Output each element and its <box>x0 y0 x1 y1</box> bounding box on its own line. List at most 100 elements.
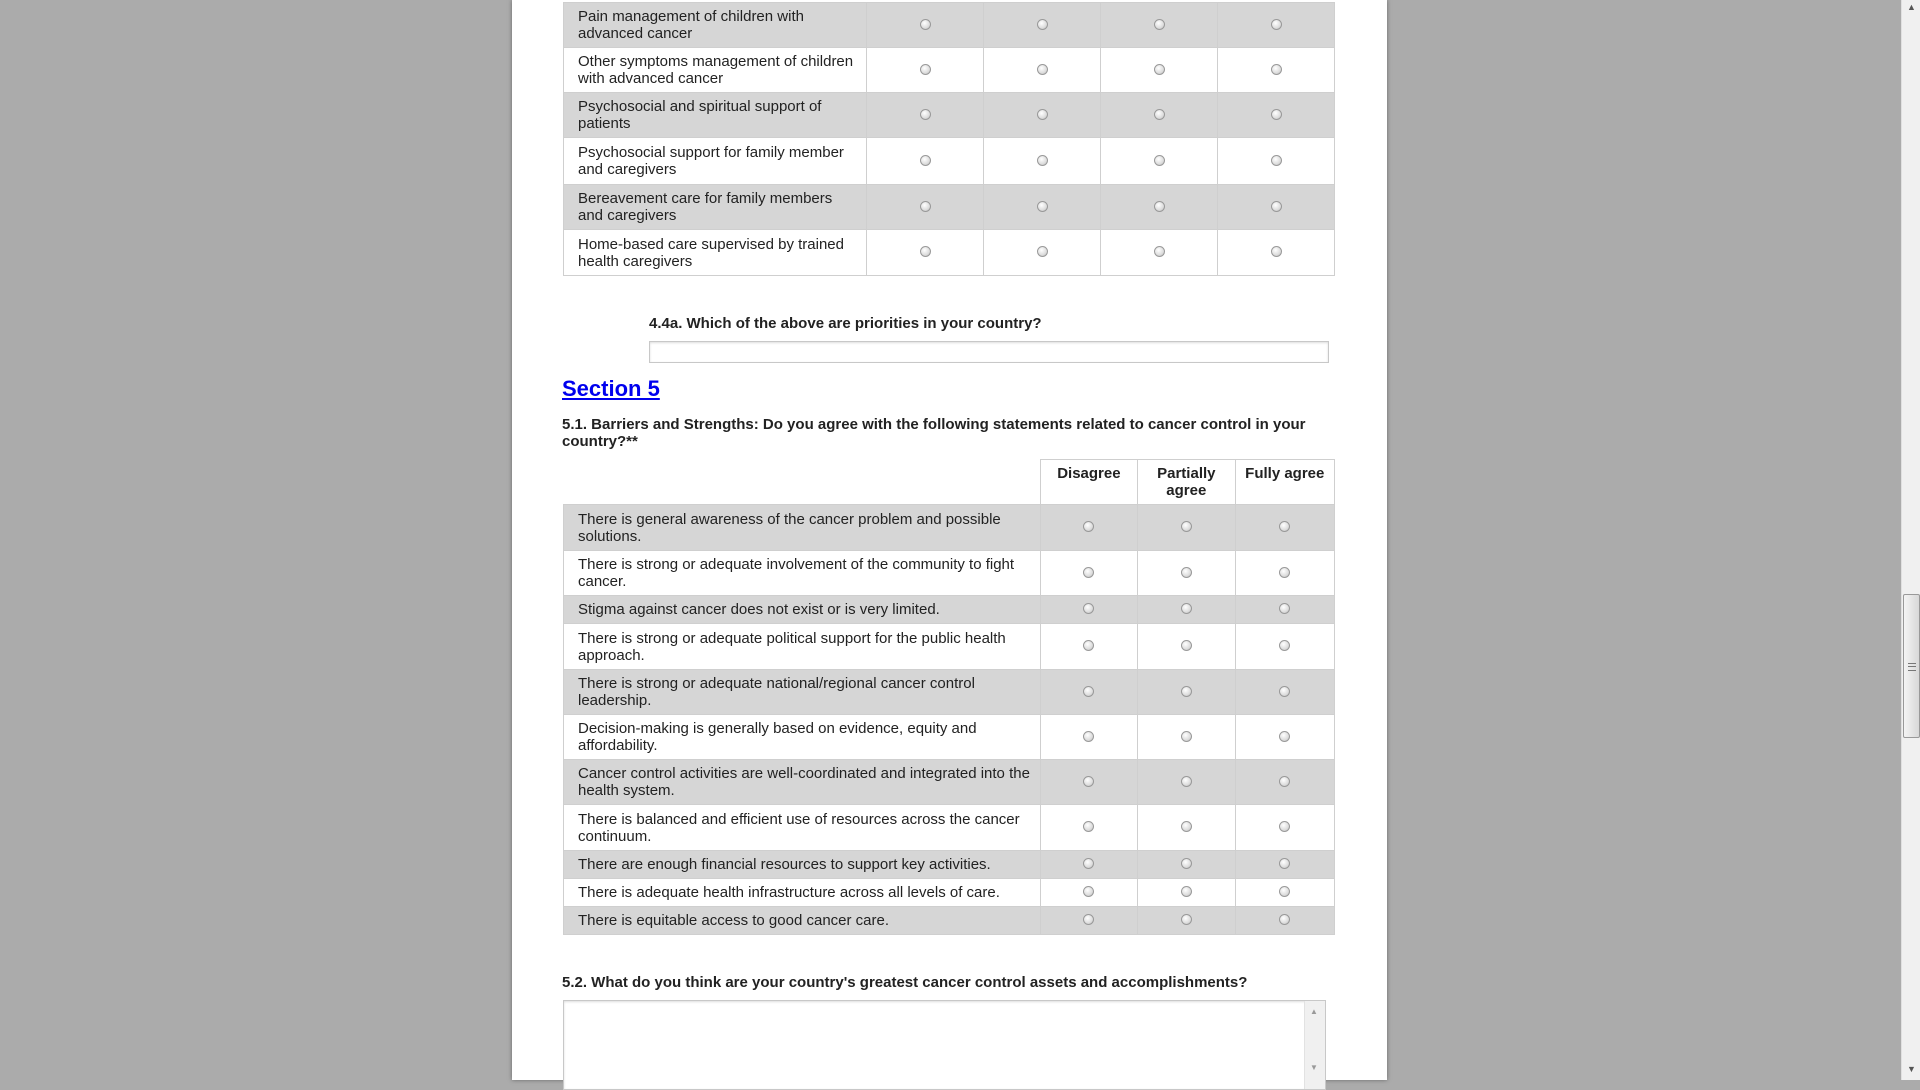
table-row: There is balanced and efficient use of r… <box>563 804 1336 851</box>
radio-option-4[interactable] <box>1270 200 1282 212</box>
row-label: There is balanced and efficient use of r… <box>563 804 1041 851</box>
radio-partially-agree[interactable] <box>1180 858 1192 869</box>
radio-fully-agree[interactable] <box>1279 685 1291 697</box>
radio-disagree[interactable] <box>1083 886 1095 897</box>
textarea-scrollbar[interactable]: ▲ ▼ <box>1304 1001 1325 1089</box>
radio-cell <box>1100 229 1218 276</box>
scroll-down-icon[interactable]: ▼ <box>1907 1064 1916 1074</box>
radio-cell <box>1137 804 1236 851</box>
radio-option-1[interactable] <box>919 18 931 30</box>
radio-fully-agree[interactable] <box>1279 914 1291 925</box>
column-header: Partially agree <box>1137 459 1236 505</box>
row-label: Psychosocial support for family member a… <box>563 137 867 185</box>
radio-partially-agree[interactable] <box>1180 603 1192 614</box>
radio-partially-agree[interactable] <box>1180 886 1192 897</box>
scroll-up-icon[interactable]: ▲ <box>1907 2 1916 12</box>
radio-cell <box>1100 92 1218 138</box>
table-row: Psychosocial and spiritual support of pa… <box>563 92 1335 138</box>
radio-fully-agree[interactable] <box>1279 603 1291 614</box>
radio-option-1[interactable] <box>919 246 931 257</box>
radio-cell <box>1137 906 1236 935</box>
radio-partially-agree[interactable] <box>1180 521 1192 532</box>
radio-option-3[interactable] <box>1153 63 1165 75</box>
radio-option-4[interactable] <box>1270 154 1282 166</box>
radio-cell <box>983 137 1101 185</box>
radio-disagree[interactable] <box>1083 775 1095 787</box>
radio-fully-agree[interactable] <box>1279 730 1291 742</box>
radio-disagree[interactable] <box>1083 858 1095 869</box>
radio-cell <box>1217 184 1335 230</box>
section-5-link[interactable]: Section 5 <box>562 376 660 401</box>
radio-fully-agree[interactable] <box>1279 640 1291 651</box>
table-row: Cancer control activities are well-coord… <box>563 759 1336 805</box>
radio-fully-agree[interactable] <box>1279 566 1291 578</box>
radio-fully-agree[interactable] <box>1279 775 1291 787</box>
radio-option-4[interactable] <box>1270 18 1282 30</box>
radio-option-4[interactable] <box>1270 246 1282 257</box>
radio-option-3[interactable] <box>1153 18 1165 30</box>
radio-option-2[interactable] <box>1036 200 1048 212</box>
radio-option-3[interactable] <box>1153 200 1165 212</box>
radio-cell <box>1039 759 1139 805</box>
radio-partially-agree[interactable] <box>1180 566 1192 578</box>
radio-fully-agree[interactable] <box>1279 521 1291 532</box>
radio-disagree[interactable] <box>1083 521 1095 532</box>
table-row: Stigma against cancer does not exist or … <box>563 595 1336 624</box>
radio-cell <box>983 184 1101 230</box>
radio-cell <box>1100 47 1218 93</box>
radio-cell <box>1039 714 1139 760</box>
radio-disagree[interactable] <box>1083 566 1095 578</box>
scroll-up-icon[interactable]: ▲ <box>1310 1007 1318 1016</box>
radio-cell <box>1137 850 1236 879</box>
radio-option-2[interactable] <box>1036 154 1048 166</box>
radio-option-3[interactable] <box>1153 108 1165 120</box>
radio-option-2[interactable] <box>1036 246 1048 257</box>
radio-disagree[interactable] <box>1083 914 1095 925</box>
q-4-4a-input[interactable] <box>649 341 1329 363</box>
q-5-1-label: 5.1. Barriers and Strengths: Do you agre… <box>562 416 1306 450</box>
radio-partially-agree[interactable] <box>1180 730 1192 742</box>
row-label: There is strong or adequate involvement … <box>563 550 1041 596</box>
radio-option-1[interactable] <box>919 108 931 120</box>
radio-option-2[interactable] <box>1036 108 1048 120</box>
radio-partially-agree[interactable] <box>1180 685 1192 697</box>
radio-disagree[interactable] <box>1083 603 1095 614</box>
radio-cell <box>983 92 1101 138</box>
scrollbar-thumb[interactable] <box>1903 594 1920 738</box>
radio-cell <box>1234 906 1336 935</box>
radio-partially-agree[interactable] <box>1180 640 1192 651</box>
radio-cell <box>1217 92 1335 138</box>
radio-option-2[interactable] <box>1036 18 1048 30</box>
radio-cell <box>1100 2 1218 48</box>
page-scrollbar[interactable]: ▲ ▼ <box>1901 0 1920 1080</box>
radio-option-1[interactable] <box>919 154 931 166</box>
radio-cell <box>1100 137 1218 185</box>
scroll-down-icon[interactable]: ▼ <box>1310 1063 1318 1072</box>
radio-disagree[interactable] <box>1083 730 1095 742</box>
radio-cell <box>1234 714 1336 760</box>
radio-fully-agree[interactable] <box>1279 858 1291 869</box>
table-row: Pain management of children with advance… <box>563 2 1335 48</box>
radio-disagree[interactable] <box>1083 640 1095 651</box>
radio-option-2[interactable] <box>1036 63 1048 75</box>
table-row: Home-based care supervised by trained he… <box>563 229 1335 276</box>
radio-option-3[interactable] <box>1153 154 1165 166</box>
survey-page: Pain management of children with advance… <box>512 0 1387 1090</box>
radio-fully-agree[interactable] <box>1279 821 1291 832</box>
radio-option-1[interactable] <box>919 63 931 75</box>
radio-disagree[interactable] <box>1083 821 1095 832</box>
radio-cell <box>1039 878 1139 907</box>
radio-option-4[interactable] <box>1270 108 1282 120</box>
radio-option-4[interactable] <box>1270 63 1282 75</box>
q-5-2-textarea[interactable]: ▲ ▼ <box>563 1000 1326 1090</box>
radio-partially-agree[interactable] <box>1180 821 1192 832</box>
radio-option-3[interactable] <box>1153 246 1165 257</box>
radio-option-1[interactable] <box>919 200 931 212</box>
radio-partially-agree[interactable] <box>1180 775 1192 787</box>
row-label: Decision-making is generally based on ev… <box>563 714 1041 760</box>
radio-partially-agree[interactable] <box>1180 914 1192 925</box>
table-4-4: Pain management of children with advance… <box>563 2 1335 276</box>
radio-disagree[interactable] <box>1083 685 1095 697</box>
radio-fully-agree[interactable] <box>1279 886 1291 897</box>
radio-cell <box>1234 504 1336 551</box>
